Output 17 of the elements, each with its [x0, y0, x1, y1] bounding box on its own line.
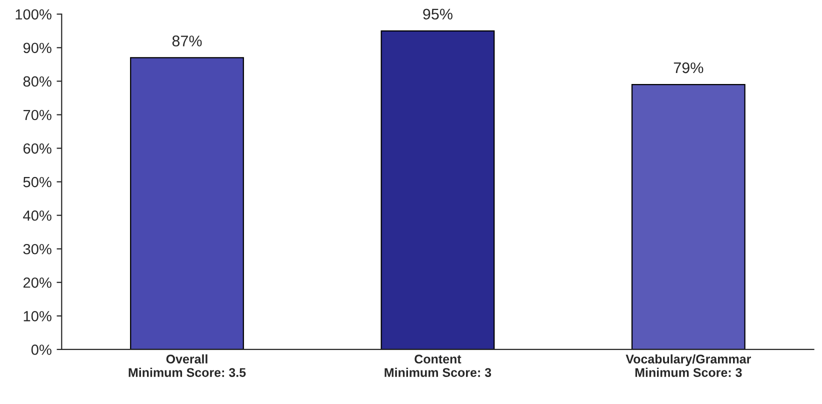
- x-tick-label: Content Minimum Score: 3: [384, 354, 492, 377]
- y-tick-label: 20%: [23, 277, 52, 288]
- y-tick-label: 70%: [23, 110, 52, 120]
- y-tick-label: 60%: [23, 143, 52, 154]
- y-tick-label: 10%: [24, 311, 52, 322]
- data-label: 79%: [674, 62, 704, 74]
- y-tick-label: 100%: [16, 9, 52, 20]
- y-tick-label: 40%: [23, 210, 52, 221]
- x-tick-label: Vocabulary/Grammar Minimum Score: 3: [626, 354, 751, 377]
- x-tick-label: Overall Minimum Score: 3.5: [128, 354, 246, 377]
- data-label: 87%: [172, 36, 202, 46]
- y-tick-label: 50%: [23, 176, 52, 188]
- data-label: 95%: [423, 8, 452, 20]
- y-tick-label: 90%: [23, 42, 52, 54]
- y-tick-label: 80%: [23, 76, 52, 87]
- y-tick-label: 30%: [23, 244, 52, 254]
- y-tick-label: 0%: [31, 344, 52, 355]
